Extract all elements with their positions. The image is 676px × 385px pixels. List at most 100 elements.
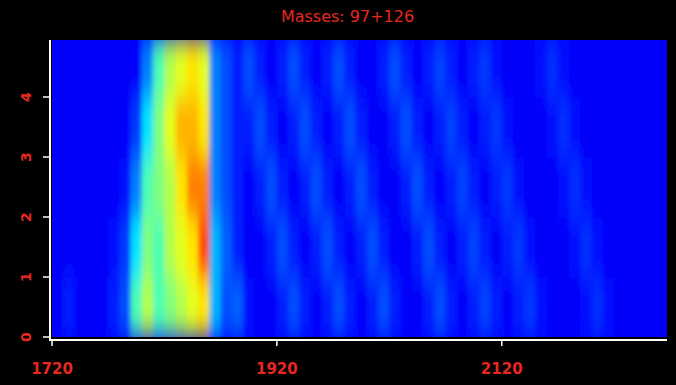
heatmap-cell [625,97,637,158]
heatmap-cell [209,40,221,98]
heatmap-cell [356,277,368,337]
heatmap-cell [457,277,469,337]
heatmap-cell [446,157,458,218]
heatmap-cell [648,157,660,218]
heatmap-cell [457,40,469,98]
heatmap-cell [232,157,244,218]
y-tick-label: 2 [18,212,34,222]
heatmap-cell [603,97,615,158]
heatmap-cell [142,277,154,337]
heatmap-cell [266,217,278,278]
heatmap-cell [378,97,390,158]
heatmap-cell [547,157,559,218]
heatmap-cell [356,40,368,98]
heatmap-cell [164,217,176,278]
heatmap-cell [254,277,266,337]
heatmap-cell [176,217,188,278]
heatmap-cell [221,157,233,218]
heatmap-cell [119,40,131,98]
heatmap-cell [648,217,660,278]
heatmap-cell [176,277,188,337]
heatmap-cell [502,157,514,218]
heatmap-cell [288,277,300,337]
heatmap-cell [603,157,615,218]
heatmap-cell [97,97,109,158]
heatmap-cell [254,40,266,98]
heatmap-cell [97,157,109,218]
heatmap-cell [401,217,413,278]
heatmap-cell [187,277,199,337]
heatmap-cell [468,40,480,98]
heatmap-cell [63,40,75,98]
heatmap-cell [524,40,536,98]
heatmap-cell [209,157,221,218]
heatmap-cell [535,217,547,278]
heatmap-cell [423,157,435,218]
heatmap-cell [187,217,199,278]
heatmap-cell [614,277,626,337]
heatmap-cell [254,157,266,218]
heatmap-cell [344,157,356,218]
heatmap-cell [569,157,581,218]
heatmap-cell [108,97,120,158]
heatmap-cell [446,97,458,158]
heatmap-cell [468,97,480,158]
heatmap-cell [119,97,131,158]
heatmap-cell [74,277,86,337]
heatmap-cell [63,217,75,278]
heatmap-cell [434,97,446,158]
heatmap-cell [412,217,424,278]
heatmap-cell [535,277,547,337]
heatmap-cell [401,157,413,218]
heatmap-cell [558,217,570,278]
heatmap-cell [580,40,592,98]
heatmap-cell [423,277,435,337]
heatmap-cell [614,157,626,218]
heatmap-cell [344,217,356,278]
heatmap-cell [401,97,413,158]
heatmap-cell [367,157,379,218]
y-tick [43,156,50,158]
heatmap-cell [243,40,255,98]
heatmap-cells [52,40,667,337]
heatmap-cell [176,40,188,98]
heatmap-cell [547,217,559,278]
heatmap-cell [378,157,390,218]
title: Masses: 97+126 [281,7,414,26]
heatmap-cell [535,40,547,98]
heatmap-cell [412,40,424,98]
heatmap-cell [524,277,536,337]
heatmap-cell [209,217,221,278]
heatmap-cell [254,97,266,158]
heatmap-cell [333,157,345,218]
heatmap-cell [603,40,615,98]
heatmap-cell [52,40,64,98]
heatmap-cell [63,277,75,337]
heatmap-cell [457,157,469,218]
heatmap-cell [153,277,165,337]
heatmap-cell [648,40,660,98]
heatmap-cell [434,217,446,278]
heatmap-cell [311,157,323,218]
heatmap-cell [86,157,98,218]
heatmap-cell [625,277,637,337]
heatmap-cell [232,277,244,337]
y-tick [43,96,50,98]
heatmap-cell [164,277,176,337]
heatmap-cell [625,217,637,278]
heatmap-cell [502,97,514,158]
heatmap-cell [513,40,525,98]
heatmap-cell [187,97,199,158]
heatmap-cell [367,217,379,278]
heatmap-cell [119,277,131,337]
heatmap-cell [367,277,379,337]
heatmap-cell [423,97,435,158]
heatmap-cell [153,40,165,98]
heatmap-cell [108,40,120,98]
heatmap-cell [614,40,626,98]
heatmap-cell [97,277,109,337]
heatmap-cell [209,97,221,158]
heatmap-cell [266,157,278,218]
heatmap-cell [277,97,289,158]
heatmap-cell [592,40,604,98]
